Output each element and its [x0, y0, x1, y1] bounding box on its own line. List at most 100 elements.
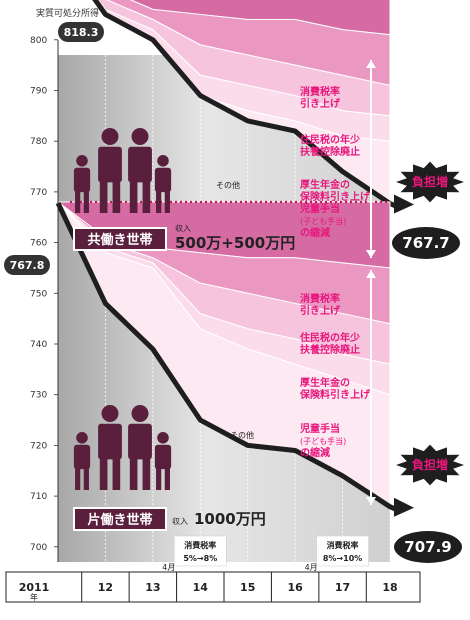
person-head: [157, 155, 169, 167]
person-leg: [129, 180, 138, 213]
dual-burden-burst-label: 負担増: [412, 174, 448, 189]
dual-burden-burst-shape: [396, 161, 464, 203]
dual-tag-label: 共働き世帯: [87, 232, 152, 248]
single-legend-label: 引き上げ: [300, 304, 341, 317]
y-tick-label: 790: [30, 86, 47, 96]
tax-note: 消費税率 8%→10% 4月: [305, 535, 369, 572]
person-body: [73, 167, 91, 193]
dual-legend-label: 消費税率: [300, 85, 340, 98]
person-body: [98, 146, 122, 183]
single-legend-label: 消費税率: [300, 292, 340, 305]
y-tick-label: 750: [30, 289, 47, 299]
single-legend-label: 児童手当: [299, 422, 340, 435]
x-tick-label: 12: [98, 581, 113, 594]
single-tag-label: 片働き世帯: [87, 512, 152, 528]
single-range-arrow-head-top: [366, 270, 376, 278]
person-leg: [156, 190, 162, 213]
dual-legend-label: 住民税の年少: [300, 133, 360, 146]
x-tick-label: 13: [145, 581, 160, 594]
dual-tag: 共働き世帯: [73, 227, 167, 251]
person-leg: [83, 190, 89, 213]
dual-end-bubble-label: 767.7: [402, 234, 449, 252]
single-income-value: 1000万円: [194, 510, 266, 528]
person-head: [101, 128, 119, 145]
person-head: [101, 405, 119, 422]
dual-end-bubble-shape: [392, 227, 460, 259]
axis-group: 700710720730740750760770780790800810820万…: [5, 36, 421, 603]
person-leg: [112, 180, 121, 213]
dual-legend-label: 引き上げ: [300, 97, 341, 110]
person-icon: [128, 405, 152, 490]
person-leg: [99, 457, 108, 490]
single-start-bubble-label: 767.8: [10, 259, 45, 272]
person-leg: [75, 190, 81, 213]
x-year-suffix: 年: [30, 592, 38, 602]
person-head: [76, 432, 88, 444]
y-tick-label: 700: [30, 543, 47, 553]
x-tick-label: 14: [193, 581, 209, 594]
person-head: [131, 128, 149, 145]
single-end-bubble-label: 707.9: [404, 538, 451, 556]
single-end-bubble-shape: [394, 531, 462, 563]
single-start-bubble-shape: [4, 255, 50, 275]
single-legend-label: (子ども手当): [300, 436, 346, 446]
y-tick-label: 730: [30, 391, 47, 401]
person-icon: [73, 432, 91, 490]
person-icon: [98, 405, 122, 490]
x-tick-label: 17: [335, 581, 350, 594]
person-body: [73, 444, 91, 470]
y-tick-label: 740: [30, 340, 47, 350]
y-tick-label: 710: [30, 492, 47, 502]
single-legend-label: 扶養控除廃止: [300, 343, 360, 356]
person-leg: [142, 180, 151, 213]
dual-income-prefix: 収入: [175, 223, 191, 233]
dual-legend-label: の縮減: [300, 226, 330, 239]
person-head: [157, 432, 169, 444]
plot-area: [55, 0, 414, 562]
person-icon: [154, 432, 172, 490]
dual-other-label: その他: [216, 180, 240, 190]
single-legend-label: 厚生年金の: [300, 376, 350, 389]
y-tick-label: 800: [30, 36, 47, 46]
y-tick-label: 780: [30, 137, 47, 147]
single-end-bubble: 707.9: [394, 531, 462, 563]
person-body: [128, 146, 152, 183]
x-tick-label: 15: [240, 581, 255, 594]
person-leg: [83, 467, 89, 490]
dual-income-value: 500万+500万円: [175, 234, 295, 252]
tax-note-change: 5%→8%: [183, 554, 217, 563]
dual-range-arrow-head-bottom: [366, 250, 376, 258]
person-body: [154, 444, 172, 470]
tax-note-title: 消費税率: [327, 540, 359, 550]
single-range-arrow-head-bottom: [366, 497, 376, 505]
x-axis-box: [5, 571, 421, 603]
dual-arrow-head: [394, 194, 414, 214]
dual-range-arrow-head-top: [366, 60, 376, 68]
tax-note-title: 消費税率: [184, 540, 216, 550]
person-leg: [99, 180, 108, 213]
single-burden-burst: 負担増: [396, 444, 464, 486]
single-net-line: [55, 201, 397, 512]
y-axis-title: 実質可処分所得: [36, 7, 99, 19]
dual-net-line: [92, 0, 397, 209]
tax-note-month: 4月: [162, 563, 175, 572]
single-tag-shape: [73, 507, 167, 531]
x-tick-label: 18: [382, 581, 397, 594]
x-tick-label: 16: [287, 581, 303, 594]
single-other-label: その他: [230, 430, 254, 440]
y-tick-label: 770: [30, 188, 47, 198]
single-legend-label: 住民税の年少: [300, 331, 360, 344]
person-leg: [112, 457, 121, 490]
person-head: [76, 155, 88, 167]
single-arrow-head: [394, 497, 414, 517]
person-head: [131, 405, 149, 422]
person-leg: [129, 457, 138, 490]
person-body: [154, 167, 172, 193]
dual-legend-label: 扶養控除廃止: [300, 145, 360, 158]
person-leg: [75, 467, 81, 490]
dual-start-bubble-shape: [58, 22, 104, 42]
tax-note-month: 4月: [305, 563, 318, 572]
dual-legend-label: (子ども手当): [300, 216, 346, 226]
single-income-prefix: 収入: [172, 516, 188, 526]
dual-end-bubble: 767.7: [392, 227, 460, 259]
